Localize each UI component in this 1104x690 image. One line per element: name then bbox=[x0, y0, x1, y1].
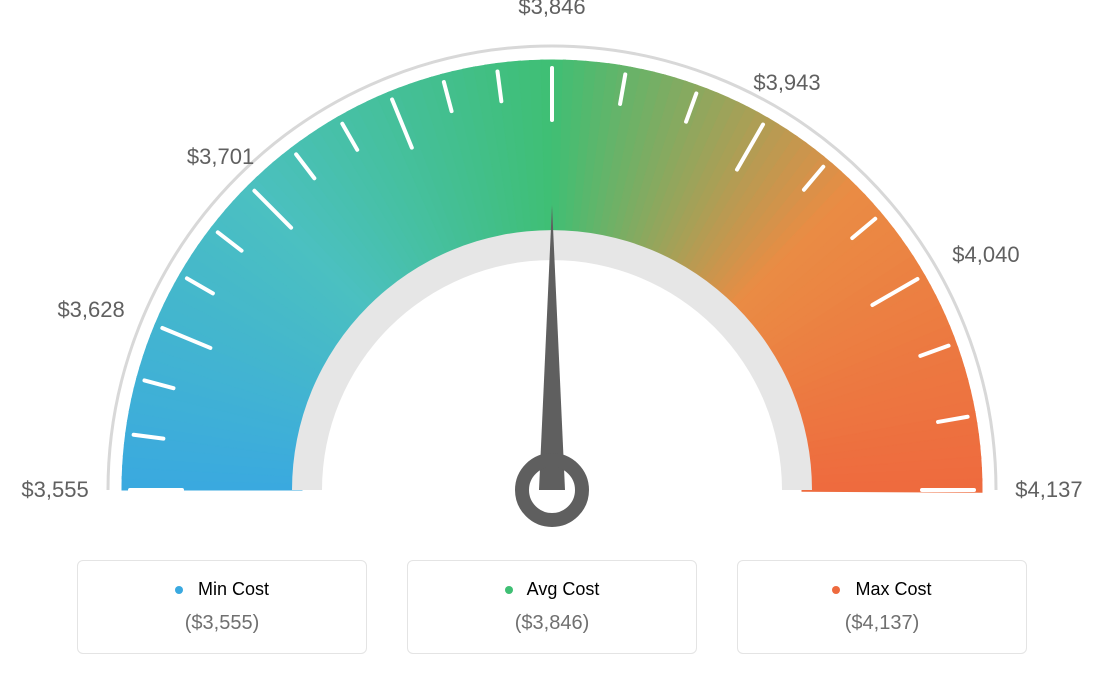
gauge-tick-label: $4,137 bbox=[1015, 477, 1082, 503]
card-label-max: Max Cost bbox=[758, 579, 1006, 600]
gauge-chart: $3,555$3,628$3,701$3,846$3,943$4,040$4,1… bbox=[20, 20, 1084, 540]
card-min-cost: Min Cost ($3,555) bbox=[77, 560, 367, 654]
card-label-text: Max Cost bbox=[855, 579, 931, 599]
gauge-svg bbox=[20, 20, 1084, 540]
gauge-tick-label: $3,701 bbox=[187, 144, 254, 170]
card-avg-cost: Avg Cost ($3,846) bbox=[407, 560, 697, 654]
card-value-max: ($4,137) bbox=[758, 612, 1006, 635]
card-value-avg: ($3,846) bbox=[428, 612, 676, 635]
gauge-tick-label: $3,943 bbox=[753, 70, 820, 96]
legend-cards: Min Cost ($3,555) Avg Cost ($3,846) Max … bbox=[20, 560, 1084, 654]
card-label-text: Min Cost bbox=[198, 579, 269, 599]
card-max-cost: Max Cost ($4,137) bbox=[737, 560, 1027, 654]
gauge-tick-label: $3,555 bbox=[21, 477, 88, 503]
card-value-min: ($3,555) bbox=[98, 612, 346, 635]
card-label-min: Min Cost bbox=[98, 579, 346, 600]
card-label-text: Avg Cost bbox=[527, 579, 600, 599]
card-label-avg: Avg Cost bbox=[428, 579, 676, 600]
gauge-tick-label: $3,846 bbox=[518, 0, 585, 20]
gauge-tick-label: $4,040 bbox=[952, 242, 1019, 268]
gauge-tick-label: $3,628 bbox=[57, 297, 124, 323]
